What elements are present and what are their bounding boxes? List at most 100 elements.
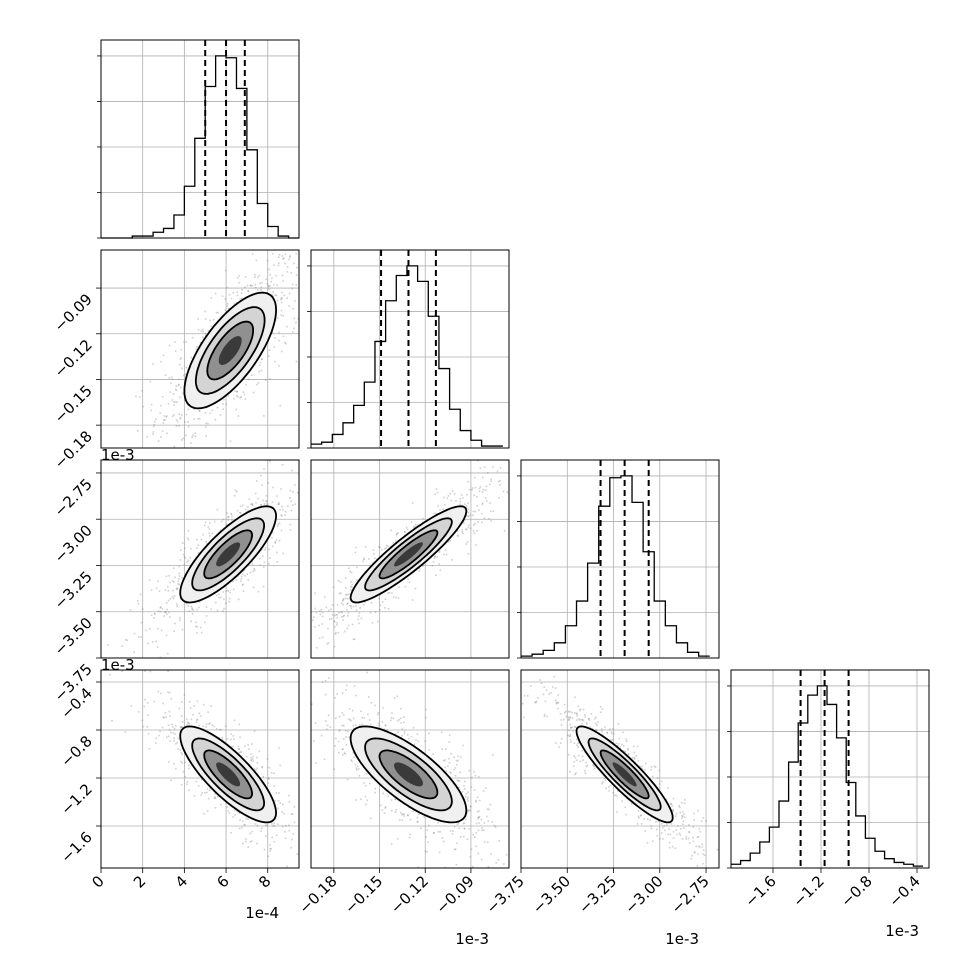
sample-point	[472, 514, 474, 517]
sample-point	[161, 430, 164, 432]
sample-point	[227, 516, 229, 518]
sample-point	[273, 822, 276, 825]
sample-point	[147, 662, 149, 664]
sample-point	[223, 398, 225, 401]
sample-point	[346, 593, 348, 596]
sample-point	[490, 480, 492, 483]
sample-point	[199, 410, 201, 412]
sample-point	[627, 753, 630, 756]
sample-point	[272, 295, 275, 298]
sample-point	[280, 529, 283, 532]
sample-point	[271, 531, 274, 534]
sample-point	[349, 588, 352, 591]
sample-point	[288, 292, 291, 295]
sample-point	[565, 715, 568, 718]
sample-point	[240, 292, 243, 294]
sample-point	[283, 230, 285, 232]
sample-point	[283, 725, 285, 727]
sample-point	[639, 765, 642, 768]
sample-point	[262, 499, 265, 502]
sample-point	[233, 303, 236, 305]
sample-point	[515, 850, 517, 852]
sample-point	[178, 707, 181, 710]
sample-point	[407, 578, 409, 580]
sample-point	[155, 418, 157, 420]
sample-point	[274, 541, 277, 543]
sample-point	[395, 533, 398, 536]
sample-point	[273, 264, 275, 266]
sample-point	[153, 425, 155, 428]
sample-point	[390, 799, 393, 801]
sample-point	[574, 712, 576, 714]
sample-point	[260, 286, 263, 289]
sample-point	[343, 752, 346, 754]
sample-point	[344, 863, 346, 865]
sample-point	[194, 625, 197, 628]
sample-point	[572, 765, 575, 767]
y-tick-label: −2.75	[51, 475, 96, 520]
sample-point	[372, 562, 374, 564]
sample-point	[179, 416, 182, 419]
sample-point	[428, 732, 430, 735]
sample-point	[461, 791, 464, 793]
sample-point	[462, 744, 464, 747]
sample-point	[330, 617, 333, 620]
sample-point	[280, 488, 282, 490]
sample-point	[378, 609, 381, 611]
sample-point	[487, 472, 489, 474]
sample-point	[280, 296, 283, 299]
sample-point	[250, 743, 253, 745]
sample-point	[344, 577, 347, 579]
sample-point	[604, 726, 606, 728]
sample-point	[640, 823, 643, 825]
sample-point	[254, 286, 257, 289]
panel-content	[109, 670, 346, 868]
sample-point	[356, 765, 359, 768]
contour-line	[191, 737, 266, 812]
sample-point	[481, 491, 484, 493]
sample-point	[569, 770, 572, 773]
sample-point	[229, 440, 232, 442]
sample-point	[250, 503, 252, 505]
sample-point	[568, 718, 570, 721]
sample-point	[681, 810, 684, 813]
sample-point	[295, 266, 298, 269]
sample-point	[200, 538, 203, 541]
sample-point	[510, 487, 512, 489]
sample-point	[259, 361, 262, 364]
sample-point	[461, 531, 464, 533]
sample-point	[296, 853, 299, 855]
sample-point	[313, 478, 315, 480]
sample-point	[632, 745, 635, 748]
sample-point	[147, 733, 150, 735]
sample-point	[606, 731, 609, 734]
sample-point	[638, 816, 640, 819]
sample-point	[469, 805, 472, 808]
sample-point	[453, 493, 456, 495]
sample-point	[180, 784, 183, 786]
sample-point	[671, 804, 674, 807]
sample-point	[693, 851, 696, 854]
sample-point	[348, 736, 350, 738]
sample-point	[159, 656, 162, 658]
sample-point	[682, 813, 685, 816]
sample-point	[641, 765, 643, 768]
sample-point	[237, 598, 240, 601]
sample-point	[275, 319, 277, 321]
sample-point	[218, 593, 220, 596]
sample-point	[350, 445, 352, 447]
sample-point	[227, 809, 230, 812]
sample-point	[424, 716, 427, 719]
sample-point	[168, 691, 171, 694]
sample-point	[702, 817, 705, 819]
sample-point	[225, 590, 228, 592]
sample-point	[490, 478, 492, 481]
sample-point	[682, 820, 685, 823]
sample-point	[121, 670, 124, 673]
sample-point	[486, 841, 489, 844]
sample-point	[450, 499, 452, 502]
sample-point	[150, 589, 153, 591]
sample-point	[476, 796, 479, 799]
sample-point	[292, 833, 295, 835]
sample-point	[572, 730, 574, 732]
